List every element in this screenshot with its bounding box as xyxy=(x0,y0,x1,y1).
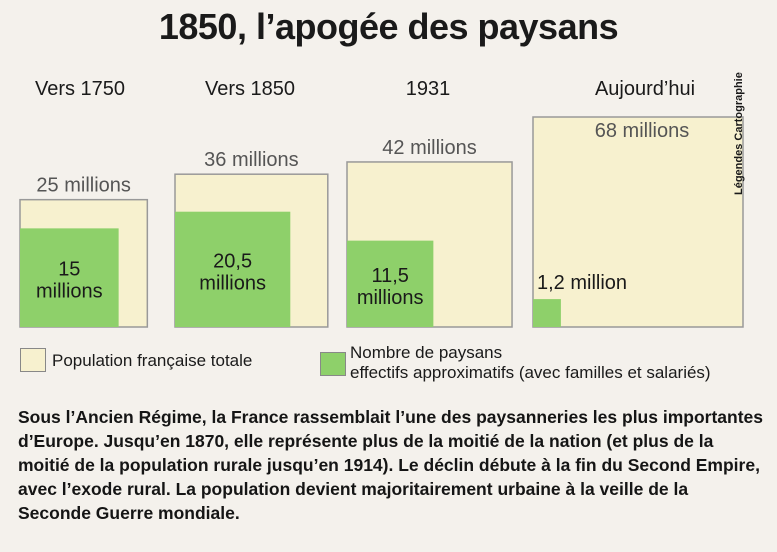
caption-text: Sous l’Ancien Régime, la France rassembl… xyxy=(18,407,763,523)
credit-label: Légendes Cartographie xyxy=(733,72,745,195)
paysans-value-label: millions xyxy=(199,272,266,294)
category-label: 1931 xyxy=(406,78,451,100)
category-label: Vers 1750 xyxy=(35,78,125,100)
legend-total-swatch xyxy=(20,348,46,372)
paysans-square xyxy=(533,299,561,327)
legend-paysans-label: Nombre de paysans effectifs approximatif… xyxy=(350,343,711,383)
paysans-square xyxy=(20,228,119,327)
paysans-value-label: 11,5 xyxy=(371,265,408,287)
chart-title: 1850, l’apogée des paysans xyxy=(158,6,619,47)
total-value-label: 25 millions xyxy=(36,175,130,197)
legend-paysans-line2: effectifs approximatifs (avec familles e… xyxy=(350,363,711,382)
paysans-value-label: millions xyxy=(357,287,424,309)
total-value-label: 42 millions xyxy=(382,137,476,159)
legend-paysans-line1: Nombre de paysans xyxy=(350,343,503,362)
total-square xyxy=(532,116,744,328)
category-label: Aujourd’hui xyxy=(595,78,695,100)
paysans-square xyxy=(347,240,434,327)
paysans-value-label: 20,5 xyxy=(213,250,252,272)
category-label: Vers 1850 xyxy=(205,78,295,100)
legend-paysans-swatch xyxy=(320,352,346,376)
total-value-label: 68 millions xyxy=(595,120,689,142)
paysans-value-label: 1,2 million xyxy=(537,272,627,294)
paysans-square xyxy=(175,211,291,327)
total-value-label: 36 millions xyxy=(204,149,298,171)
paysans-value-label: millions xyxy=(36,281,103,303)
legend-total-label: Population française totale xyxy=(52,351,253,370)
paysans-value-label: 15 xyxy=(58,259,80,281)
